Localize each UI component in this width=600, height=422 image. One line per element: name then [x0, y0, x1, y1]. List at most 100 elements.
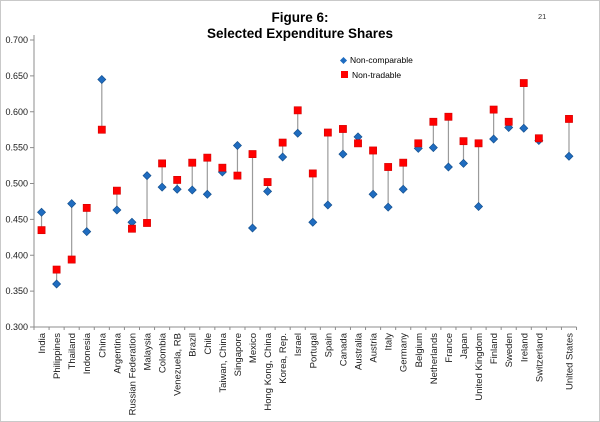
non-comparable-marker: [278, 152, 288, 162]
y-axis-tick-label: 0.400: [5, 250, 28, 260]
x-axis-category-label: Sweden: [504, 333, 515, 367]
non-comparable-marker: [564, 151, 574, 161]
non-tradable-marker: [384, 163, 393, 171]
x-axis-category-label: Russian Federation: [127, 333, 138, 415]
x-axis-category-label: Netherlands: [429, 333, 440, 384]
x-axis-category-label: Italy: [384, 333, 395, 351]
non-comparable-marker: [67, 199, 77, 209]
non-tradable-marker: [52, 265, 61, 274]
x-axis-category-label: Switzerland: [534, 333, 545, 382]
x-axis-category-label: Hong Kong, China: [263, 332, 274, 410]
non-comparable-marker: [187, 185, 197, 195]
chart-legend: Non-comparable Non-tradable: [339, 53, 413, 83]
non-comparable-marker: [112, 205, 122, 215]
x-axis-category-label: India: [37, 332, 48, 353]
non-tradable-marker: [158, 159, 166, 168]
non-comparable-marker: [142, 171, 152, 181]
x-axis-category-label: Germany: [399, 333, 410, 372]
non-tradable-marker: [519, 79, 528, 87]
non-tradable-marker: [248, 150, 257, 158]
legend-item-non-tradable: Non-tradable: [341, 68, 413, 83]
non-tradable-marker: [399, 158, 408, 167]
non-tradable-marker: [339, 125, 347, 133]
legend-label-non-tradable: Non-tradable: [352, 69, 402, 80]
x-axis-category-label: Korea, Rep.: [278, 333, 289, 384]
y-axis-tick-label: 0.600: [5, 107, 28, 117]
non-tradable-marker: [293, 106, 302, 115]
non-tradable-marker: [429, 117, 438, 126]
non-tradable-marker: [369, 146, 377, 155]
non-comparable-marker: [308, 217, 318, 227]
chart-title-line1: Figure 6:: [271, 10, 329, 25]
non-tradable-marker: [82, 203, 91, 212]
legend-item-non-comparable: Non-comparable: [339, 53, 413, 68]
x-axis-category-label: Argentina: [112, 332, 123, 373]
non-tradable-marker: [37, 226, 46, 235]
y-axis-tick-label: 0.550: [5, 143, 28, 153]
x-axis-category-label: Taiwan, China: [218, 332, 229, 392]
non-comparable-marker: [157, 182, 167, 192]
non-tradable-marker: [188, 158, 197, 167]
non-comparable-marker: [263, 186, 273, 196]
x-axis-category-label: China: [97, 332, 108, 358]
non-comparable-marker: [383, 202, 393, 212]
non-comparable-marker: [459, 158, 468, 168]
y-axis-tick-label: 0.450: [5, 214, 28, 224]
non-tradable-marker: [112, 186, 121, 195]
x-axis-category-label: Japan: [459, 333, 470, 359]
non-tradable-marker: [173, 176, 182, 184]
x-axis-category-label: Colombia: [158, 332, 169, 373]
chart-title-line2: Selected Expenditure Shares: [206, 25, 394, 41]
non-tradable-marker: [128, 224, 136, 233]
non-tradable-marker: [278, 138, 287, 147]
x-axis-category-label: Mexico: [248, 333, 259, 363]
x-axis-category-label: Finland: [489, 333, 500, 364]
non-comparable-marker: [443, 162, 453, 172]
non-comparable-marker: [474, 201, 484, 211]
y-axis-tick-label: 0.500: [5, 179, 28, 189]
non-tradable-marker: [565, 115, 573, 123]
non-comparable-marker: [172, 184, 182, 194]
non-tradable-marker: [203, 153, 212, 162]
page-number: 21: [538, 12, 547, 21]
non-comparable-marker: [37, 207, 47, 217]
x-axis-category-label: United Kingdom: [474, 333, 485, 401]
non-comparable-marker: [519, 123, 529, 133]
non-comparable-marker: [293, 128, 303, 138]
chart-title: Figure 6: Selected Expenditure Shares: [1, 10, 599, 41]
non-comparable-marker: [202, 189, 212, 199]
x-axis-category-label: Chile: [203, 333, 214, 355]
non-comparable-marker: [97, 74, 107, 84]
non-comparable-marker: [82, 227, 92, 237]
x-axis-category-label: Singapore: [233, 333, 244, 376]
legend-label-non-comparable: Non-comparable: [350, 55, 413, 66]
non-tradable-marker: [323, 128, 332, 137]
y-axis-tick-label: 0.300: [5, 322, 28, 332]
non-comparable-marker: [52, 279, 62, 289]
non-tradable-marker: [459, 137, 468, 146]
non-tradable-marker: [263, 178, 272, 186]
non-comparable-marker: [338, 149, 348, 159]
x-axis-category-label: United States: [564, 333, 575, 390]
non-comparable-marker: [368, 189, 378, 199]
non-comparable-marker: [323, 200, 333, 210]
non-tradable-marker: [67, 255, 76, 264]
non-tradable-marker: [489, 105, 498, 114]
y-axis-tick-label: 0.350: [5, 286, 28, 296]
non-comparable-marker: [248, 223, 258, 233]
x-axis-category-label: Israel: [293, 333, 304, 356]
x-axis-category-label: Australia: [354, 332, 365, 370]
non-tradable-marker: [233, 171, 242, 180]
non-tradable-marker: [444, 112, 453, 121]
non-tradable-marker: [308, 169, 317, 178]
x-axis-category-label: Brazil: [188, 333, 199, 357]
non-tradable-marker: [414, 139, 423, 148]
non-comparable-marker: [232, 140, 242, 150]
x-axis-category-label: Belgium: [414, 333, 425, 367]
non-tradable-marker: [143, 219, 151, 227]
y-axis-tick-label: 0.650: [5, 71, 28, 81]
x-axis-category-label: Canada: [338, 332, 349, 366]
non-comparable-marker: [428, 143, 438, 153]
